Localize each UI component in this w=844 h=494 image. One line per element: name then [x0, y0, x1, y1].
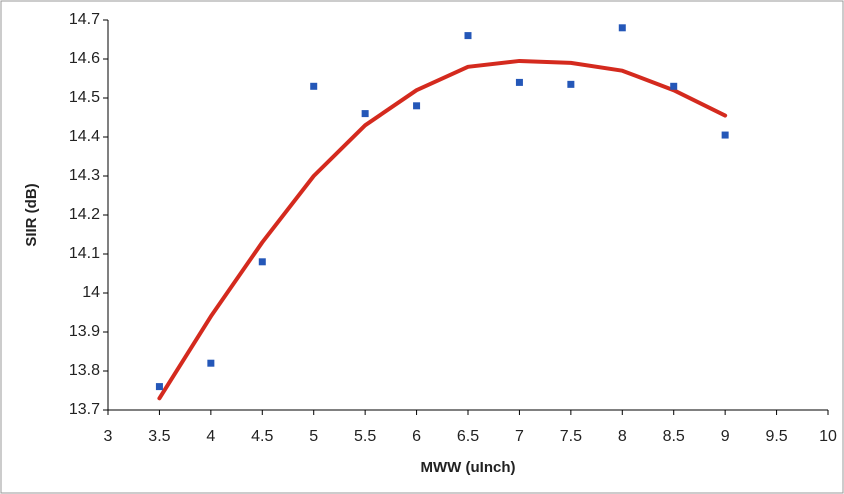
x-tick-label: 8.5 [663, 428, 685, 445]
data-point [515, 78, 523, 86]
x-tick-label: 5.5 [354, 428, 376, 445]
y-tick-label: 14.5 [69, 89, 100, 106]
x-tick-label: 10 [819, 428, 837, 445]
data-point [361, 110, 369, 118]
x-axis-title: MWW (uInch) [421, 459, 516, 476]
x-tick-label: 9.5 [765, 428, 787, 445]
x-tick-label: 4.5 [251, 428, 273, 445]
y-tick-label: 13.7 [69, 401, 100, 418]
x-tick-label: 3 [104, 428, 113, 445]
x-tick-label: 6 [412, 428, 421, 445]
y-tick-label: 14.4 [69, 128, 100, 145]
x-tick-label: 7 [515, 428, 524, 445]
y-tick-label: 13.9 [69, 323, 100, 340]
x-tick-label: 6.5 [457, 428, 479, 445]
x-tick-label: 5 [309, 428, 318, 445]
x-tick-label: 9 [721, 428, 730, 445]
y-tick-label: 14.2 [69, 206, 100, 223]
y-tick-label: 14.7 [69, 11, 100, 28]
data-point [618, 24, 626, 32]
data-point [567, 80, 575, 88]
y-tick-label: 14.3 [69, 167, 100, 184]
data-point [207, 359, 215, 367]
x-tick-label: 7.5 [560, 428, 582, 445]
data-point [310, 82, 318, 90]
data-point [413, 102, 421, 110]
y-tick-label: 14.1 [69, 245, 100, 262]
y-tick-label: 13.8 [69, 362, 100, 379]
data-point [258, 258, 266, 266]
y-axis-title: SIIR (dB) [23, 183, 40, 246]
y-tick-label: 14.6 [69, 50, 100, 67]
data-point [155, 383, 163, 391]
data-point [670, 82, 678, 90]
data-point [464, 32, 472, 40]
data-point [721, 131, 729, 139]
x-tick-label: 4 [206, 428, 215, 445]
x-tick-label: 8 [618, 428, 627, 445]
x-tick-label: 3.5 [148, 428, 170, 445]
fit-line [157, 58, 728, 401]
y-tick-label: 14 [82, 284, 100, 301]
